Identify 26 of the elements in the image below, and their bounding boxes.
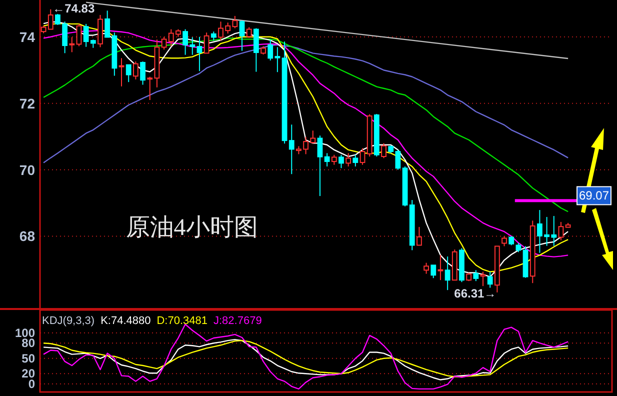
- ref-line-label: 69.07: [578, 188, 610, 203]
- y-tick-label: 68: [19, 228, 36, 244]
- series-label: J:82.7679: [214, 315, 262, 327]
- y-tick-label: 50: [22, 351, 36, 366]
- candlestick: [346, 152, 352, 167]
- candlestick: [438, 254, 444, 281]
- y-tick-label: 70: [19, 162, 36, 178]
- candlestick: [324, 152, 330, 167]
- y-tick-label: 72: [19, 95, 36, 112]
- text: K:74.4880: [100, 315, 151, 327]
- annotation: 66.31→: [454, 286, 496, 300]
- candlestick: [69, 36, 75, 53]
- candlestick: [444, 256, 450, 291]
- y-tick-label: 74: [19, 28, 36, 45]
- candlestick: [409, 200, 415, 251]
- candlestick: [118, 58, 124, 87]
- candlestick: [196, 36, 202, 72]
- text: 原油4小时图: [126, 215, 258, 241]
- series-label: D:70.3481: [156, 315, 208, 327]
- candlestick: [530, 220, 536, 284]
- candlestick: [154, 39, 160, 88]
- candlestick: [274, 46, 280, 73]
- candlestick: [288, 124, 294, 175]
- line-series: [42, 44, 569, 164]
- annotation: ←74.83: [52, 1, 95, 16]
- chart-title: KDJ(9,3,3): [42, 315, 95, 327]
